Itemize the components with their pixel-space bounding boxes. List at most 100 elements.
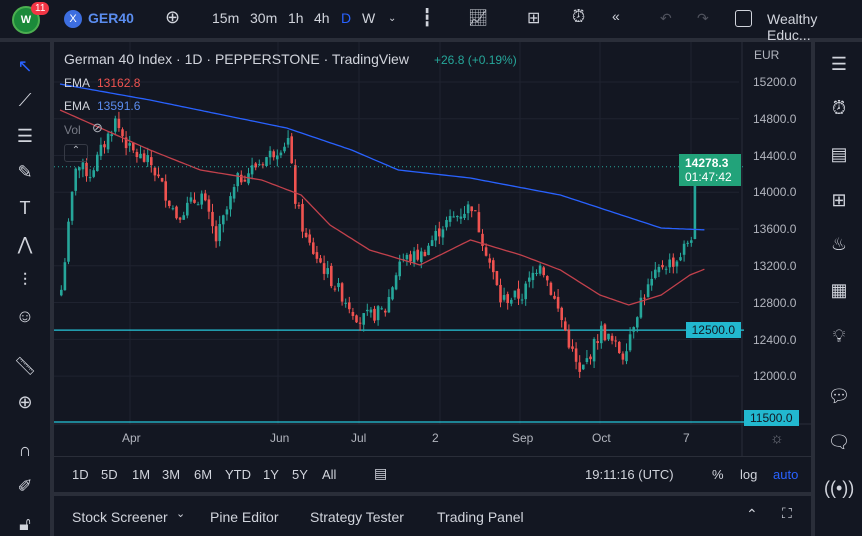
templates-icon[interactable]: ⊞ <box>527 10 541 27</box>
news-icon[interactable]: ▤ <box>830 144 848 164</box>
candle-body <box>337 283 340 288</box>
auto-toggle[interactable]: auto <box>773 467 799 482</box>
symbol-search[interactable]: GER40 <box>88 10 134 26</box>
range-1d[interactable]: 1D <box>72 467 89 482</box>
candle-body <box>463 213 466 219</box>
range-ytd[interactable]: YTD <box>225 467 251 482</box>
hline-label-11500[interactable]: 11500.0 <box>744 410 799 426</box>
range-3m[interactable]: 3M <box>162 467 181 482</box>
chevron-down-icon[interactable]: ⌄ <box>388 13 397 24</box>
candles-icon[interactable]: ┇ <box>422 8 433 27</box>
interval-4h[interactable]: 4h <box>314 10 330 26</box>
bottom-panel: Stock Screener ⌄ Pine Editor Strategy Te… <box>54 496 811 536</box>
broadcast-icon[interactable]: ((•)) <box>824 478 855 498</box>
candle-body <box>229 196 232 210</box>
goto-date-icon[interactable]: ▤ <box>374 465 388 481</box>
candle-body <box>538 265 542 274</box>
emoji-icon[interactable]: ☺ <box>15 306 35 326</box>
cursor-icon[interactable]: ↖ <box>17 56 33 76</box>
range-1y[interactable]: 1Y <box>263 467 279 482</box>
indicators-icon[interactable]: 📈︎ <box>468 10 489 27</box>
symbol-icon: X <box>64 10 82 28</box>
interval-30m[interactable]: 30m <box>250 10 278 26</box>
candle-body <box>265 157 268 167</box>
candle-body <box>628 334 632 351</box>
ema2-value: 13591.6 <box>97 99 141 113</box>
log-toggle[interactable]: log <box>740 467 758 482</box>
tab-pine-editor[interactable]: Pine Editor <box>210 509 279 525</box>
settings-gear-icon[interactable]: ☼ <box>770 430 784 447</box>
clock-time[interactable]: 19:11:16 (UTC) <box>585 467 674 482</box>
measure-icon[interactable]: ⫶ <box>22 270 28 290</box>
layout-name[interactable]: Wealthy Educ... <box>767 11 818 43</box>
chevron-down-icon[interactable]: ⌄ <box>176 508 186 520</box>
alarm-clock-icon[interactable]: ⏰︎ <box>831 98 847 118</box>
chats-icon[interactable]: 💬︎ <box>827 386 851 406</box>
ema2-label[interactable]: EMA <box>64 99 91 113</box>
messages-icon[interactable]: 🗨︎ <box>827 432 851 452</box>
calendar-icon[interactable]: ▦ <box>830 280 848 300</box>
interval-15m[interactable]: 15m <box>212 10 240 26</box>
ruler-icon[interactable]: 📏︎ <box>13 356 37 376</box>
candle-body <box>643 297 646 299</box>
hotlist-flame-icon[interactable]: ♨︎ <box>830 234 848 254</box>
tab-stock-screener[interactable]: Stock Screener <box>72 509 168 525</box>
range-6m[interactable]: 6M <box>194 467 213 482</box>
pattern-icon[interactable]: ⋀ <box>17 234 33 254</box>
candle-body <box>495 271 499 285</box>
chart-pane[interactable]: German 40 Index · 1D · PEPPERSTONE · Tra… <box>54 42 811 456</box>
lock-icon[interactable]: 🔓︎ <box>19 514 31 534</box>
last-price: 14278.3 <box>685 156 729 170</box>
candle-body <box>319 258 322 263</box>
range-1m[interactable]: 1M <box>132 467 151 482</box>
candle-body <box>384 310 387 313</box>
text-icon[interactable]: T <box>19 198 31 218</box>
add-list-icon[interactable]: ⊞ <box>831 190 847 210</box>
candle-body <box>276 155 279 160</box>
candle-body <box>650 278 653 286</box>
range-all[interactable]: All <box>322 467 337 482</box>
candle-body <box>236 173 239 187</box>
candle-body <box>657 266 661 273</box>
redo-icon[interactable]: ↷ <box>697 10 709 26</box>
zoom-icon[interactable]: ⊕ <box>17 392 33 412</box>
candle-body <box>358 322 362 324</box>
candle-body <box>315 252 319 259</box>
add-symbol-icon[interactable]: ⊕ <box>165 7 181 27</box>
candle-body <box>189 197 193 202</box>
vol-label[interactable]: Vol <box>64 123 81 137</box>
tab-strategy-tester[interactable]: Strategy Tester <box>310 509 404 525</box>
replay-icon[interactable]: « <box>612 8 620 24</box>
undo-icon[interactable]: ↶ <box>660 10 672 26</box>
trendline-icon[interactable]: ⟋ <box>18 90 32 110</box>
interval-d[interactable]: D <box>341 10 352 26</box>
candle-body <box>499 284 502 303</box>
ema1-label[interactable]: EMA <box>64 76 91 90</box>
interval-w[interactable]: W <box>362 10 376 26</box>
candle-body <box>492 260 495 273</box>
layout-checkbox[interactable] <box>735 10 752 27</box>
percent-toggle[interactable]: % <box>712 467 724 482</box>
candle-body <box>423 251 427 257</box>
alert-icon[interactable]: ⏰︎ <box>572 7 586 26</box>
fib-icon[interactable]: ☰ <box>16 126 34 146</box>
range-5d[interactable]: 5D <box>101 467 118 482</box>
currency-selector[interactable]: EUR <box>754 48 780 62</box>
ideas-bulb-icon[interactable]: 💡︎ <box>832 326 846 346</box>
interval-1h[interactable]: 1h <box>288 10 304 26</box>
price-chart[interactable] <box>54 42 811 456</box>
candle-body <box>625 351 628 362</box>
brush-icon[interactable]: ✎ <box>17 162 33 182</box>
tab-trading-panel[interactable]: Trading Panel <box>437 509 524 525</box>
hidden-eye-icon[interactable]: ⊘ <box>92 120 103 135</box>
maximize-panel-icon[interactable]: ⛶ <box>782 505 792 521</box>
watchlist-icon[interactable]: ☰ <box>830 54 848 74</box>
lock-draw-icon[interactable]: ✐ <box>17 476 33 496</box>
bar-countdown: 01:47:42 <box>685 170 732 184</box>
range-5y[interactable]: 5Y <box>292 467 308 482</box>
collapse-panel-icon[interactable]: ⌃ <box>746 506 758 522</box>
candle-body <box>294 165 297 204</box>
magnet-icon[interactable]: ∩ <box>18 440 32 460</box>
collapse-legend-button[interactable]: ⌃ <box>64 144 88 162</box>
hline-label-12500[interactable]: 12500.0 <box>685 322 741 338</box>
